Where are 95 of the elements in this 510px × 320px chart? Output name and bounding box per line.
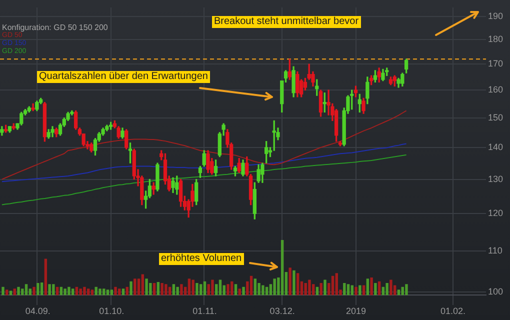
bar: [238, 288, 242, 296]
bar: [296, 273, 300, 296]
y-tick-label: 190: [488, 10, 504, 21]
bar: [374, 283, 377, 296]
bar: [122, 288, 125, 296]
bar: [68, 286, 70, 296]
x-tick-label: 03.12.: [270, 306, 295, 316]
bar: [324, 280, 326, 296]
bar: [254, 278, 257, 296]
bar: [211, 280, 214, 296]
bar: [134, 278, 136, 296]
bar: [64, 288, 66, 296]
bar: [110, 290, 113, 296]
bar: [390, 280, 392, 296]
bar: [86, 288, 90, 296]
bar: [114, 286, 117, 296]
bar: [192, 280, 194, 296]
bar: [90, 290, 94, 296]
bar: [343, 283, 346, 296]
bar: [280, 240, 284, 296]
bar: [292, 270, 296, 296]
bar: [288, 268, 292, 296]
bar: [48, 284, 51, 296]
bar: [118, 288, 121, 296]
y-tick-label: 110: [488, 245, 502, 256]
bar: [203, 281, 206, 296]
bar: [160, 283, 164, 296]
bar: [83, 286, 86, 296]
bar: [378, 281, 381, 296]
bar: [79, 288, 82, 296]
bar: [52, 284, 55, 296]
bar: [188, 278, 191, 296]
bar: [273, 278, 276, 296]
x-tick-label: 01.02.: [440, 306, 466, 316]
bar: [242, 286, 245, 296]
text: Konfiguration: GD 50 150 200: [2, 23, 108, 32]
bar: [218, 280, 222, 296]
bar: [250, 276, 253, 296]
x-tick-label: 01.10.: [99, 306, 124, 316]
bar: [405, 284, 408, 296]
bar: [386, 283, 388, 296]
annotation: Quartalszahlen über den Erwartungen: [37, 71, 210, 83]
bar: [164, 284, 168, 296]
bar: [40, 282, 44, 296]
bar: [308, 280, 311, 296]
y-tick-label: 120: [488, 208, 504, 218]
annotation: Breakout steht unmittelbar bevor: [212, 16, 361, 28]
bar: [172, 284, 176, 296]
x-tick-label: 01.11.: [192, 306, 217, 316]
bar: [196, 283, 198, 296]
bar: [102, 288, 106, 296]
y-tick-label: 180: [488, 34, 504, 44]
y-tick-label: 170: [488, 58, 504, 69]
bar: [262, 285, 264, 296]
bar: [346, 284, 350, 296]
bar: [358, 285, 362, 296]
bar: [36, 283, 40, 296]
y-tick-label: 160: [488, 84, 504, 95]
annotation: erhöhtes Volumen: [159, 253, 244, 265]
y-tick-label: 100: [488, 286, 504, 296]
bar: [354, 286, 358, 296]
bar: [6, 290, 8, 296]
bar: [24, 284, 28, 296]
bar: [180, 284, 183, 296]
bar: [226, 284, 230, 296]
x-tick-label: 2019: [346, 306, 366, 316]
bar: [156, 282, 160, 296]
bar: [152, 283, 156, 296]
bar: [331, 276, 334, 296]
y-tick-label: 150: [488, 112, 504, 122]
y-tick-label: 130: [488, 174, 504, 184]
bar: [13, 288, 16, 296]
bar: [366, 278, 370, 296]
y-tick-label: 140: [488, 142, 504, 152]
bar: [32, 286, 36, 296]
x-tick-label: 04.09.: [25, 306, 50, 316]
bar: [397, 290, 400, 296]
bar: [145, 278, 148, 296]
bar: [230, 281, 234, 296]
bar: [401, 286, 404, 296]
bar: [335, 273, 338, 296]
bar: [176, 286, 179, 296]
bar: [98, 288, 102, 296]
bar: [234, 284, 238, 296]
bar: [200, 284, 202, 296]
bar: [320, 283, 322, 296]
bar: [44, 258, 48, 296]
bar: [370, 278, 373, 296]
bar: [17, 286, 20, 296]
bar: [2, 286, 4, 296]
bar: [141, 274, 144, 296]
bar: [71, 288, 74, 296]
bar: [130, 281, 132, 296]
bar: [304, 283, 307, 296]
bar: [106, 290, 110, 296]
